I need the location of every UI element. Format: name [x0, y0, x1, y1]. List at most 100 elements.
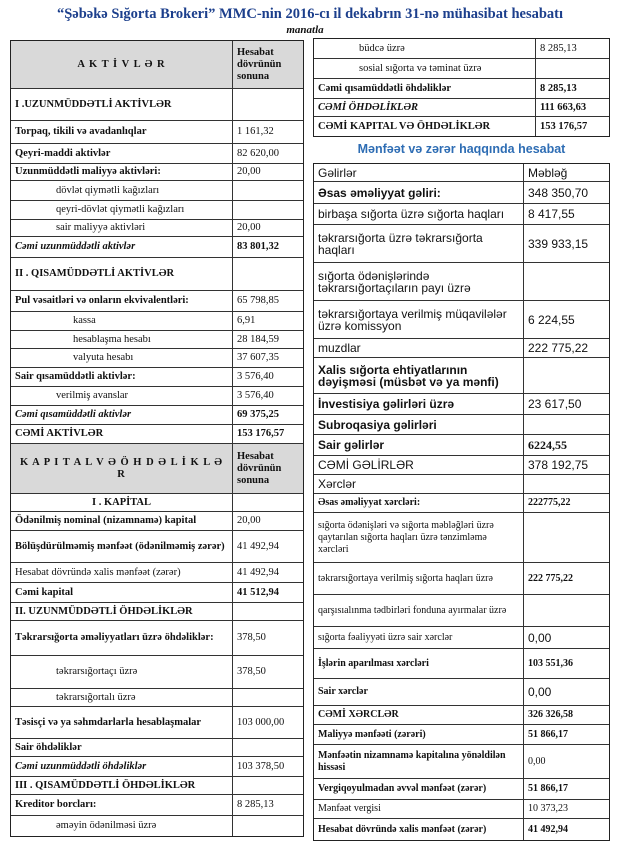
row-value: 20,00 — [237, 222, 261, 233]
row-value — [233, 816, 303, 836]
row-label: Əsas əməliyyat gəliri: — [314, 182, 524, 203]
row-label: Xərclər — [314, 475, 524, 493]
row-label: K A P I T A L V Ə Ö H D Ə L İ K L Ə R — [11, 444, 233, 493]
row-value — [536, 59, 609, 78]
table-row: təkrarsığortaya verilmiş sığorta haqları… — [314, 563, 609, 595]
row-value — [524, 358, 609, 393]
table-row: III . QISAMÜDDƏTLİ ÖHDƏLİKLƏR — [11, 777, 303, 795]
row-value — [233, 258, 303, 290]
row-label: Sair qısamüddətli aktivlər: — [11, 368, 233, 386]
row-value: 3 576,40 — [237, 371, 274, 382]
table-row: Bölüşdürülməmiş mənfəət (ödənilməmiş zər… — [11, 531, 303, 563]
row-label: valyuta hesabı — [11, 349, 233, 367]
row-value — [524, 415, 609, 434]
row-label: sair maliyyə aktivləri — [11, 220, 233, 236]
row-label: Sair xərclər — [314, 679, 524, 705]
row-value: 6,91 — [237, 315, 256, 326]
row-label: Əsas əməliyyat xərcləri: — [314, 494, 524, 512]
row-label: təkrarsığortaya verilmiş müqavilələr üzr… — [314, 301, 524, 338]
table-row: sosial sığorta və təminat üzrə — [314, 59, 609, 79]
table-row: Qeyri-maddi aktivlər 82 620,00 — [11, 144, 303, 164]
table-row: Əsas əməliyyat xərcləri: 222775,22 — [314, 494, 609, 513]
table-row: Cəmi kapital 41 512,94 — [11, 583, 303, 603]
row-label: Sair gəlirlər — [314, 435, 524, 455]
table-row: Ödənilmiş nominal (nizamnamə) kapital 20,… — [11, 512, 303, 531]
row-label: Bölüşdürülməmiş mənfəət (ödənilməmiş zər… — [11, 531, 233, 562]
row-label: muzdlar — [314, 339, 524, 357]
row-value: 103 551,36 — [528, 657, 573, 669]
row-value: 378 192,75 — [528, 458, 589, 472]
section-title: Mənfəət və zərər haqqında hesabat — [357, 142, 566, 156]
row-label: A K T İ V L Ə R — [11, 41, 233, 88]
table-row: II . QISAMÜDDƏTLİ AKTİVLƏR — [11, 258, 303, 291]
row-value: 222 775,22 — [528, 341, 589, 355]
row-label: II . QISAMÜDDƏTLİ AKTİVLƏR — [11, 258, 233, 290]
row-label: Torpaq, tikili və avadanlıqlar — [11, 121, 233, 143]
row-value: 20,00 — [237, 166, 261, 177]
row-label: Ödənilmiş nominal (nizamnamə) kapital — [11, 512, 233, 530]
table-row: Torpaq, tikili və avadanlıqlar 1 161,32 — [11, 121, 303, 144]
table-row: təkrarsığortaya verilmiş müqavilələr üzr… — [314, 301, 609, 339]
table-row: Xalis sığorta ehtiyatlarının dəyişməsi (… — [314, 358, 609, 394]
row-label: CƏMİ XƏRCLƏR — [314, 706, 524, 724]
table: büdcə üzrə 8 285,13 sosial sığorta və təmi… — [313, 38, 610, 137]
table-row: I .UZUNMÜDDƏTLİ AKTİVLƏR — [11, 89, 303, 121]
table-row: verilmiş avanslar 3 576,40 — [11, 387, 303, 406]
table-row: qeyri-dövlət qiymətli kağızları — [11, 201, 303, 220]
row-label: Uzunmüddətli maliyyə aktivləri: — [11, 164, 233, 180]
row-label: III . QISAMÜDDƏTLİ ÖHDƏLİKLƏR — [11, 777, 233, 794]
row-label: kassa — [11, 312, 233, 330]
table-row: Kreditor borcları: 8 285,13 — [11, 795, 303, 816]
row-value: 8 417,55 — [528, 207, 575, 221]
table-row: dövlət qiymətli kağızları — [11, 181, 303, 201]
table-row: təkrarsığortaçı üzrə 378,50 — [11, 656, 303, 689]
row-label: Təkrarsığorta əməliyyatları üzrə öhdəlik… — [11, 621, 233, 655]
row-label: Cəmi qısamüddətli öhdəliklər — [314, 79, 536, 98]
row-label: Cəmi qısamüddətli aktivlər — [11, 406, 233, 424]
row-label: İşlərin aparılması xərcləri — [314, 649, 524, 678]
row-value: 339 933,15 — [528, 236, 589, 251]
table-row: Gəlirlər Məbləğ — [314, 164, 609, 182]
table-row: Cəmi uzunmüddətli aktivlər 83 801,32 — [11, 237, 303, 258]
table-row: Sair xərclər 0,00 — [314, 679, 609, 706]
row-value: 6224,55 — [528, 438, 567, 452]
table-row: hesablaşma hesabı 28 184,59 — [11, 331, 303, 349]
table: Gəlirlər Məbləğ Əsas əməliyyat gəliri: 348 … — [313, 163, 610, 841]
row-value — [233, 739, 303, 756]
row-label: əməyin ödənilməsi üzrə — [11, 816, 233, 836]
row-label: təkrarsığortalı üzrə — [11, 689, 233, 706]
row-value — [233, 181, 303, 200]
row-value: 41 492,94 — [237, 540, 279, 552]
table-row: Hesabat dövründə xalis mənfəət (zərər) 41… — [11, 563, 303, 583]
row-value — [233, 603, 303, 620]
row-label: Kreditor borcları: — [11, 795, 233, 815]
row-label: Cəmi uzunmüddətli öhdəliklər — [11, 757, 233, 776]
row-value — [233, 201, 303, 219]
row-value: 378,50 — [237, 632, 266, 643]
table-row: təkrarsığortalı üzrə — [11, 689, 303, 707]
row-value: 51 866,17 — [528, 728, 568, 740]
row-value: 82 620,00 — [237, 147, 279, 159]
row-label: Subroqasiya gəlirləri — [314, 415, 524, 434]
table-row: büdcə üzrə 8 285,13 — [314, 39, 609, 59]
row-value: 41 492,94 — [528, 823, 568, 835]
row-value: 41 512,94 — [237, 586, 279, 598]
row-value: 8 285,13 — [540, 82, 577, 94]
table-row: İnvestisiya gəlirləri üzrə 23 617,50 — [314, 394, 609, 415]
table-row: I . KAPİTAL — [11, 494, 303, 512]
row-value: 111 663,63 — [540, 101, 587, 113]
row-label: Vergiqoyulmadan əvvəl mənfəət (zərər) — [314, 779, 524, 799]
row-value: 23 617,50 — [528, 397, 582, 411]
table-row: Sair öhdəliklər — [11, 739, 303, 757]
row-value: 65 798,85 — [237, 295, 279, 306]
row-value: 83 801,32 — [237, 241, 279, 252]
row-value: Hesabat dövrünün sonuna — [233, 444, 303, 493]
row-value: 8 285,13 — [540, 42, 577, 54]
table-row: Mənfəətin nizamnamə kapitalına yönəldilə… — [314, 745, 609, 779]
row-label: CƏMİ KAPITAL VƏ ÖHDƏLİKLƏR — [314, 117, 536, 136]
row-label: qarşısıalınma tədbirləri fonduna ayırmal… — [314, 595, 524, 626]
row-label: Xalis sığorta ehtiyatlarının dəyişməsi (… — [314, 358, 524, 393]
table-row: Subroqasiya gəlirləri — [314, 415, 609, 435]
row-label: büdcə üzrə — [314, 39, 536, 58]
